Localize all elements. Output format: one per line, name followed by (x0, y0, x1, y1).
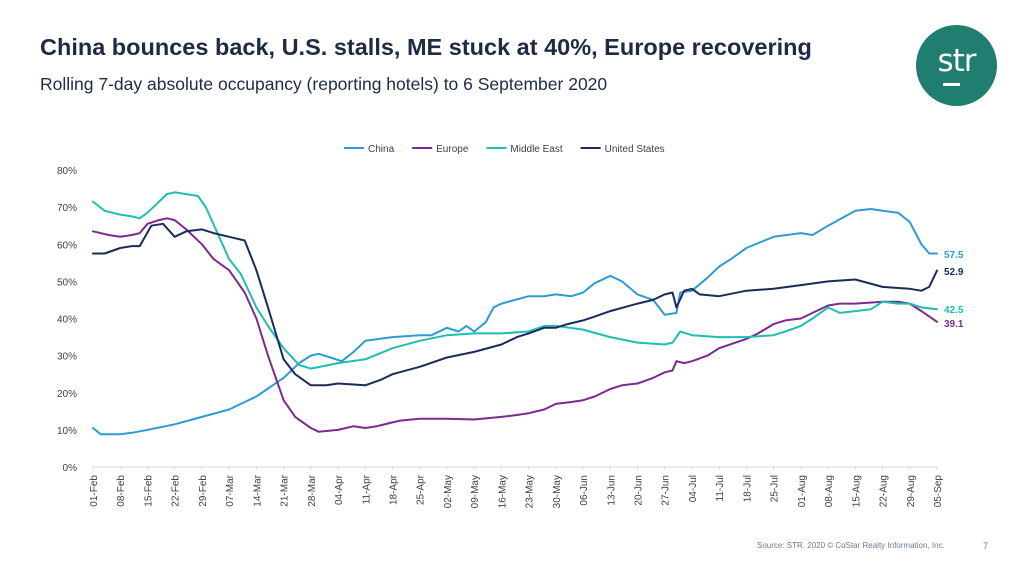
x-tick-label: 01-Aug (797, 475, 808, 507)
x-tick-label: 25-Apr (416, 474, 427, 505)
y-tick-label: 70% (57, 203, 77, 214)
y-tick-label: 50% (57, 277, 77, 288)
x-tick-label: 20-Jun (634, 475, 645, 506)
x-tick-label: 08-Aug (824, 475, 835, 507)
x-tick-label: 06-Jun (579, 475, 590, 506)
end-value-label: 39.1 (944, 319, 964, 330)
x-tick-label: 04-Jul (688, 475, 699, 502)
x-tick-label: 05-Sep (933, 475, 944, 508)
x-tick-label: 23-May (525, 475, 536, 508)
x-tick-label: 11-Jul (715, 475, 726, 502)
x-tick-label: 22-Feb (171, 475, 182, 507)
series-line-china (92, 208, 938, 436)
source-note: Source: STR. 2020 © CoStar Realty Inform… (757, 541, 945, 550)
legend-label: Europe (436, 144, 469, 155)
x-tick-label: 21-Mar (280, 474, 291, 506)
y-tick-label: 40% (57, 315, 77, 326)
end-value-label: 57.5 (944, 250, 964, 261)
str-logo-text: str (937, 43, 976, 79)
series-line-united-states (92, 222, 938, 387)
x-tick-label: 11-Apr (361, 474, 372, 504)
y-tick-label: 80% (57, 166, 77, 177)
page-number: 7 (983, 541, 989, 551)
x-tick-label: 15-Aug (851, 475, 862, 507)
x-tick-label: 29-Aug (906, 475, 917, 507)
x-tick-label: 13-Jun (606, 475, 617, 506)
y-tick-label: 30% (57, 352, 77, 363)
x-tick-label: 16-May (497, 475, 508, 508)
x-tick-label: 08-Feb (116, 475, 127, 507)
x-tick-label: 09-May (470, 475, 481, 508)
legend-label: Middle East (510, 144, 562, 155)
y-tick-label: 0% (63, 463, 78, 474)
series-line-europe (92, 217, 938, 433)
x-tick-label: 22-Aug (879, 475, 890, 507)
x-tick-label: 02-May (443, 475, 454, 508)
x-tick-label: 27-Jun (661, 475, 672, 506)
end-value-label: 42.5 (944, 305, 964, 316)
x-tick-label: 14-Mar (252, 474, 263, 506)
y-tick-label: 60% (57, 240, 77, 251)
str-logo-bar (943, 83, 960, 86)
x-tick-label: 28-Mar (307, 474, 318, 506)
legend-label: China (368, 144, 395, 155)
y-tick-label: 20% (57, 389, 77, 400)
x-tick-label: 18-Jul (742, 475, 753, 502)
x-tick-label: 30-May (552, 475, 563, 508)
x-tick-label: 15-Feb (143, 475, 154, 507)
series-line-middle-east (92, 191, 938, 370)
x-tick-label: 25-Jul (770, 475, 781, 502)
y-tick-label: 10% (57, 426, 77, 437)
legend-label: United States (605, 144, 665, 155)
end-value-label: 52.9 (944, 267, 964, 278)
x-tick-label: 07-Mar (225, 474, 236, 506)
x-tick-label: 01-Feb (89, 475, 100, 507)
page-title: China bounces back, U.S. stalls, ME stuc… (40, 34, 812, 60)
x-tick-label: 18-Apr (388, 474, 399, 505)
page-subtitle: Rolling 7-day absolute occupancy (report… (40, 74, 608, 94)
x-tick-label: 29-Feb (198, 475, 209, 507)
x-tick-label: 04-Apr (334, 474, 345, 505)
str-logo: str (916, 25, 997, 106)
